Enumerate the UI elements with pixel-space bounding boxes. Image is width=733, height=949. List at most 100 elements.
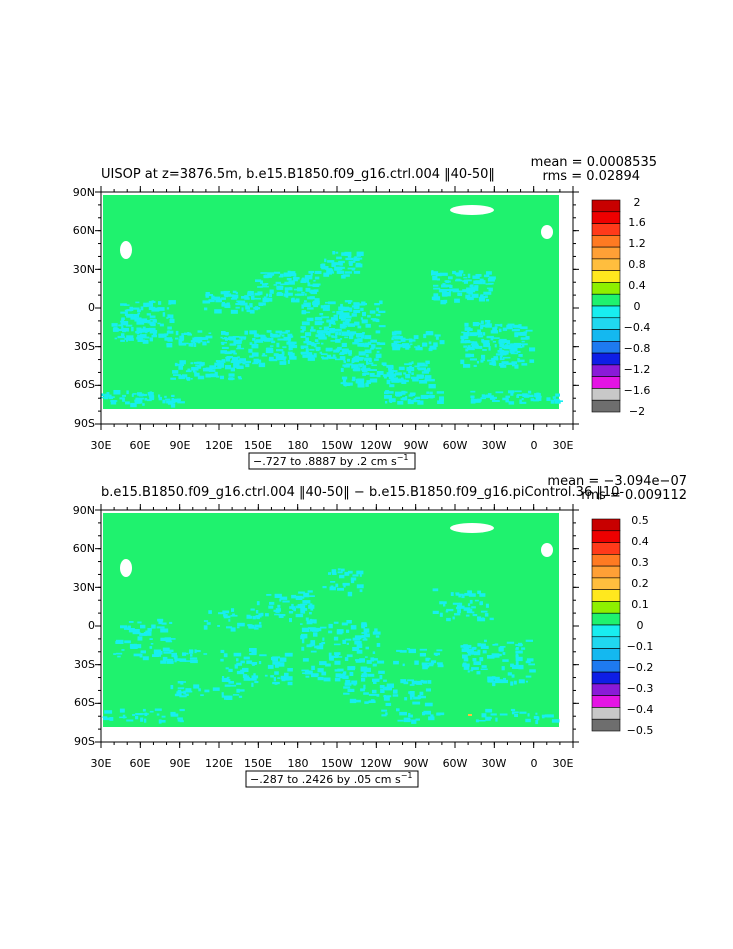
negative-patch: [245, 305, 250, 310]
negative-patch: [122, 330, 126, 333]
negative-patch: [463, 279, 468, 284]
negative-patch: [478, 297, 486, 302]
negative-patch: [236, 662, 242, 666]
negative-patch: [376, 307, 380, 312]
negative-patch: [483, 291, 492, 295]
negative-patch: [476, 360, 479, 364]
negative-patch: [343, 686, 351, 689]
negative-patch: [429, 391, 433, 395]
negative-patch: [354, 339, 358, 344]
negative-patch: [418, 695, 426, 699]
negative-patch: [284, 281, 289, 285]
negative-patch: [247, 306, 250, 310]
negative-patch: [482, 349, 487, 351]
negative-patch: [300, 603, 308, 606]
negative-patch: [334, 660, 341, 665]
negative-patch: [144, 718, 147, 723]
negative-patch: [311, 665, 315, 670]
negative-patch: [134, 644, 142, 649]
lon-label: 180: [288, 439, 309, 452]
panel-bottom-missing-arctic: [450, 523, 494, 533]
negative-patch: [518, 354, 523, 357]
negative-patch: [424, 364, 428, 367]
negative-patch: [313, 619, 317, 624]
negative-patch: [469, 358, 477, 361]
negative-patch: [407, 679, 414, 682]
negative-patch: [312, 300, 320, 305]
negative-patch: [119, 397, 125, 400]
negative-patch: [332, 311, 336, 313]
colorbar-label: −1.2: [624, 363, 651, 376]
negative-patch: [467, 273, 471, 279]
negative-patch: [425, 375, 432, 379]
negative-patch: [404, 697, 408, 701]
negative-patch: [169, 649, 174, 652]
negative-patch: [516, 350, 521, 353]
negative-patch: [352, 369, 358, 372]
negative-patch: [460, 359, 465, 365]
negative-patch: [433, 284, 439, 287]
negative-patch: [300, 345, 309, 349]
negative-patch: [495, 391, 504, 394]
negative-patch: [472, 614, 478, 617]
negative-patch: [417, 362, 425, 367]
negative-patch: [487, 655, 495, 659]
negative-patch: [343, 671, 346, 675]
negative-patch: [477, 335, 484, 338]
negative-patch: [361, 673, 368, 676]
negative-patch: [487, 393, 492, 396]
negative-patch: [157, 322, 161, 325]
negative-patch: [364, 349, 372, 354]
negative-patch: [321, 266, 329, 270]
negative-patch: [221, 303, 229, 307]
negative-patch: [528, 394, 534, 398]
colorbar-box: [591, 223, 621, 236]
negative-patch: [410, 695, 413, 700]
negative-patch: [547, 714, 554, 718]
negative-patch: [341, 348, 349, 353]
negative-patch: [149, 315, 156, 318]
negative-patch: [510, 352, 518, 355]
lat-label: 0: [88, 301, 95, 314]
colorbar-label: 0.4: [631, 535, 649, 548]
colorbar-label: 0.5: [631, 514, 649, 527]
negative-patch: [458, 270, 464, 274]
negative-patch: [482, 280, 486, 285]
negative-patch: [268, 358, 272, 361]
negative-patch: [176, 691, 182, 696]
negative-patch: [157, 307, 165, 311]
negative-patch: [149, 327, 156, 332]
negative-patch: [423, 665, 430, 668]
negative-patch: [297, 604, 302, 607]
negative-patch: [131, 394, 134, 397]
negative-patch: [328, 356, 337, 359]
negative-patch: [206, 622, 211, 625]
negative-patch: [459, 602, 463, 606]
negative-patch: [515, 653, 519, 656]
negative-patch: [113, 390, 121, 395]
negative-patch: [427, 367, 431, 372]
negative-patch: [306, 644, 312, 648]
negative-patch: [481, 354, 486, 359]
negative-patch: [518, 642, 523, 647]
negative-patch: [220, 658, 224, 662]
negative-patch: [321, 641, 326, 645]
negative-patch: [276, 342, 280, 348]
negative-patch: [111, 323, 118, 327]
colorbar-label: 0.1: [631, 598, 649, 611]
negative-patch: [159, 323, 164, 327]
colorbar-box: [591, 246, 621, 260]
negative-patch: [308, 358, 315, 361]
negative-patch: [412, 378, 419, 382]
negative-patch: [510, 391, 514, 396]
negative-patch: [464, 327, 471, 331]
negative-patch: [368, 693, 377, 696]
negative-patch: [239, 689, 245, 692]
negative-patch: [388, 374, 392, 377]
negative-patch: [254, 624, 262, 628]
negative-patch: [221, 302, 225, 305]
negative-patch: [470, 651, 477, 655]
negative-patch: [266, 594, 272, 596]
negative-patch: [331, 569, 337, 574]
negative-patch: [478, 720, 486, 722]
